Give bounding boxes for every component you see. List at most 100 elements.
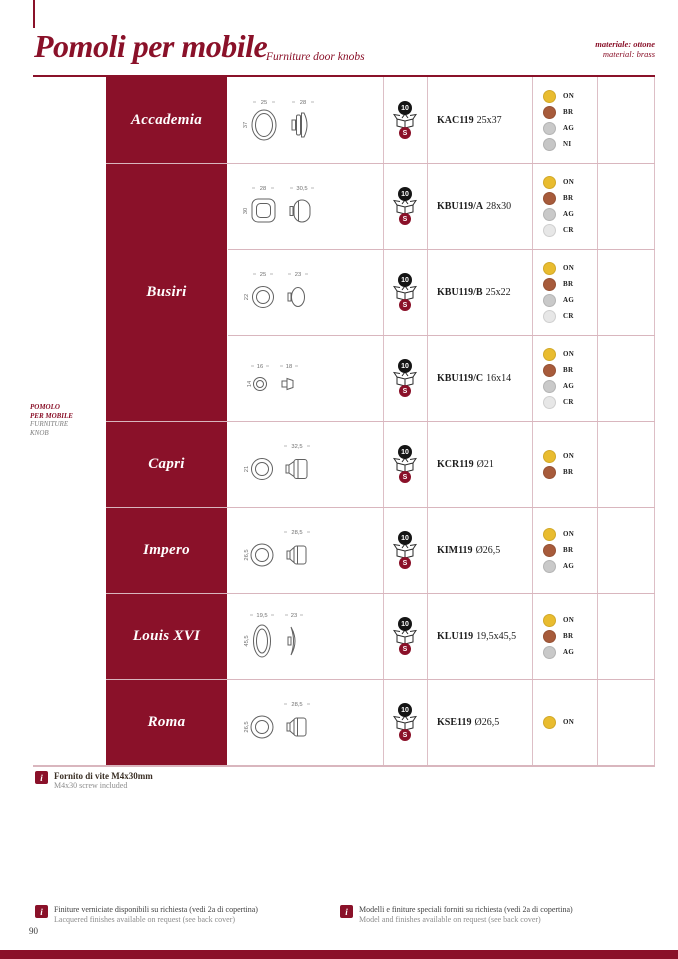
finish-option: BR xyxy=(543,191,603,205)
product-code: KBU119/A xyxy=(437,200,484,212)
finish-dot xyxy=(543,223,556,237)
footer-note-left: i Finiture verniciate disponibili su ric… xyxy=(35,905,258,925)
finish-dot xyxy=(543,293,556,307)
packaging-info: 10 S xyxy=(383,679,427,765)
dimension-label: 28,5 xyxy=(291,702,302,708)
product-name: Busiri xyxy=(146,284,187,300)
table-row: 19,5 23 45,5 10 S KLU119 19,5x45,5 ON BR… xyxy=(106,593,655,679)
finish-label: ON xyxy=(563,530,575,538)
table-row: 28 30,5 30 10 S KBU119/A 28x30 ON BR AG … xyxy=(106,163,655,249)
dimension-label: 19,5 xyxy=(256,613,267,619)
row-divider xyxy=(106,421,655,422)
finish-option: ON xyxy=(543,449,603,463)
product-size: 16x14 xyxy=(486,372,512,384)
bottom-accent-bar xyxy=(0,950,678,959)
packaging-info: 10 S xyxy=(383,335,427,421)
technical-drawing: 28,5 26,5 xyxy=(230,679,382,765)
finish-options: ON BR AG CR xyxy=(543,163,603,249)
finish-dot xyxy=(543,613,556,627)
quantity-badge: 10 xyxy=(398,359,412,373)
finish-label: ON xyxy=(563,718,575,726)
finish-label: NI xyxy=(563,140,572,148)
packaging-info: 10 S xyxy=(383,593,427,679)
knob-drawing: 16 18 14 xyxy=(247,364,298,391)
finish-options: ON BR xyxy=(543,421,603,507)
finish-option: CR xyxy=(543,223,603,237)
packaging-info: 10 S xyxy=(383,163,427,249)
finish-dot xyxy=(543,449,556,463)
finish-option: BR xyxy=(543,105,603,119)
knob-drawing: 19,5 23 45,5 xyxy=(244,613,303,658)
product-code-cell: KIM119 Ø26,5 xyxy=(437,507,539,593)
finish-options: ON BR AG CR xyxy=(543,249,603,335)
knob-drawing: 25 28 37 xyxy=(243,100,314,141)
finish-option: BR xyxy=(543,363,603,377)
dimension-label: 26,5 xyxy=(244,721,250,732)
finish-option: ON xyxy=(543,347,603,361)
screw-badge: S xyxy=(399,213,411,225)
dimension-label: 28 xyxy=(260,186,266,192)
row-divider xyxy=(228,335,655,336)
quantity-badge: 10 xyxy=(398,101,412,115)
table-row: 32,5 21 10 S KCR119 Ø21 ON BR xyxy=(106,421,655,507)
screw-badge: S xyxy=(399,471,411,483)
dimension-label: 30 xyxy=(243,208,249,214)
dimension-label: 23 xyxy=(291,613,297,619)
finish-dot xyxy=(543,121,556,135)
finish-label: BR xyxy=(563,366,574,374)
finish-option: ON xyxy=(543,89,603,103)
finish-dot xyxy=(543,191,556,205)
finish-label: AG xyxy=(563,648,575,656)
knob-drawing: 28 30,5 30 xyxy=(243,186,314,223)
finish-label: ON xyxy=(563,350,575,358)
finish-option: AG xyxy=(543,645,603,659)
product-name-cell: Roma xyxy=(106,680,227,765)
table-row: 25 23 22 10 S KBU119/B 25x22 ON BR AG CR xyxy=(106,249,655,335)
finish-label: CR xyxy=(563,312,574,320)
finish-options: ON BR AG xyxy=(543,507,603,593)
finish-dot xyxy=(543,379,556,393)
finish-label: AG xyxy=(563,382,575,390)
dimension-label: 28,5 xyxy=(291,530,302,536)
dimension-label: 25 xyxy=(261,100,267,106)
info-icon: i xyxy=(35,771,48,784)
quantity-badge: 10 xyxy=(398,617,412,631)
product-code: KIM119 xyxy=(437,544,473,556)
row-divider xyxy=(106,679,655,680)
packaging-info: 10 S xyxy=(383,421,427,507)
finish-options: ON BR AG CR xyxy=(543,335,603,421)
box-icon xyxy=(393,199,417,215)
finish-option: ON xyxy=(543,613,603,627)
finish-dot xyxy=(543,527,556,541)
technical-drawing: 28 30,5 30 xyxy=(230,163,382,249)
product-code: KBU119/B xyxy=(437,286,483,298)
finish-label: BR xyxy=(563,194,574,202)
table-bottom-border xyxy=(33,765,655,767)
packaging-info: 10 S xyxy=(383,77,427,163)
material-line-it: materiale: ottone xyxy=(595,39,655,49)
screw-note-en: M4x30 screw included xyxy=(54,781,128,790)
finish-dot xyxy=(543,105,556,119)
quantity-badge: 10 xyxy=(398,273,412,287)
quantity-badge: 10 xyxy=(398,703,412,717)
product-code: KCR119 xyxy=(437,458,474,470)
product-code-cell: KBU119/C 16x14 xyxy=(437,335,539,421)
technical-drawing: 25 23 22 xyxy=(230,249,382,335)
packaging-info: 10 S xyxy=(383,507,427,593)
product-name: Louis XVI xyxy=(132,628,201,644)
quantity-badge: 10 xyxy=(398,187,412,201)
category-en-line2: KNOB xyxy=(30,428,49,437)
product-code: KAC119 xyxy=(437,114,474,126)
finish-options: ON BR AG xyxy=(543,593,603,679)
product-name-cell: Accademia xyxy=(106,77,227,163)
finish-options: ON BR AG NI xyxy=(543,77,603,163)
finish-dot xyxy=(543,395,556,409)
knob-drawing: 32,5 21 xyxy=(244,444,310,480)
product-code-cell: KSE119 Ø26,5 xyxy=(437,679,539,765)
table-row: 25 28 37 10 S KAC119 25x37 ON BR AG NI xyxy=(106,77,655,163)
finish-label: ON xyxy=(563,92,575,100)
footer-left-en: Lacquered finishes available on request … xyxy=(54,915,236,924)
screw-note-it: Fornito di vite M4x30mm xyxy=(54,771,153,781)
row-divider xyxy=(228,249,655,250)
